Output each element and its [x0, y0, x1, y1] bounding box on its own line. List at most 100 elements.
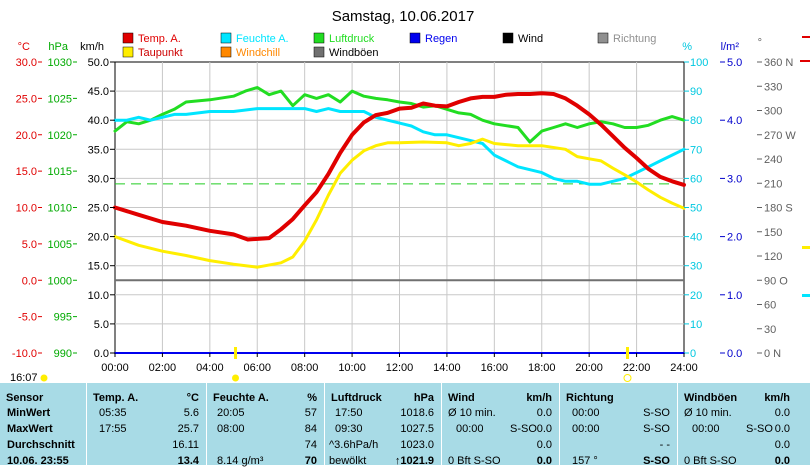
footer-value: S-SO [643, 423, 670, 435]
rain-unit-label: l/m² [721, 41, 740, 53]
rain-tick-label: 4.0 [727, 115, 742, 127]
footer-forecast: bewölkt [329, 455, 367, 467]
chart-grid [115, 62, 684, 353]
pct-tick-label: 10 [690, 319, 702, 331]
footer-bft: 0 Bft S-SO [684, 455, 737, 467]
temp-tick-label: 25.0 [16, 93, 37, 105]
hpa-tick-label: 1000 [48, 275, 72, 287]
x-tick-label: 00:00 [101, 362, 129, 374]
kmh-tick-label: 35.0 [88, 144, 109, 156]
series-line-temp-a- [113, 91, 686, 242]
hpa-tick-label: 995 [54, 312, 72, 324]
x-tick-label: 04:00 [196, 362, 224, 374]
footer-col-feuchte: Feuchte A. % 20:05 57 08:00 84 74 8.14 g… [207, 383, 325, 467]
footer-time: 09:30 [335, 423, 363, 435]
footer-value-current: S-SO [643, 455, 670, 467]
footer-avg-label: Ø 10 min. [684, 407, 732, 419]
legend-label: Temp. A. [138, 33, 181, 45]
footer-avg-label: Ø 10 min. [448, 407, 496, 419]
chart-axes: 30.0 25.0 20.0 15.0 10.0 5.0 0.0 -5.0 -10.0 10 30 1… [12, 36, 810, 374]
rain-tick-label: 1.0 [727, 290, 742, 302]
dir-tick-label: 150 [764, 227, 782, 239]
dir-tick-label: 30 [764, 324, 776, 336]
legend-label: Luftdruck [329, 33, 375, 45]
weather-chart: 30.0 25.0 20.0 15.0 10.0 5.0 0.0 -5.0 -10.0 10 30 1… [10, 8, 810, 383]
dir-tick-label: 120 [764, 251, 782, 263]
x-tick-label: 12:00 [386, 362, 414, 374]
footer-value: 0.0 [774, 407, 790, 419]
footer-value: 5.6 [183, 407, 199, 419]
temp-tick-label: -5.0 [18, 312, 37, 324]
rain-tick-label: 2.0 [727, 232, 742, 244]
pct-tick-label: 30 [690, 261, 702, 273]
chart-title: Samstag, 10.06.2017 [332, 8, 475, 25]
footer-row-label: MinWert [7, 407, 51, 419]
reference-lines [115, 183, 684, 282]
legend-label: Windchill [236, 47, 280, 59]
kmh-tick-label: 45.0 [88, 86, 109, 98]
footer-head-temp: Temp. A. [93, 392, 139, 404]
footer-value: S-SO [643, 407, 670, 419]
footer-value-current: 0.0 [774, 455, 790, 467]
temp-tick-label: 30.0 [16, 57, 37, 69]
footer-value: 84 [304, 423, 317, 435]
hpa-tick-label: 1025 [48, 93, 72, 105]
footer-head-sensor: Sensor [6, 392, 44, 404]
temp-tick-label: 0.0 [22, 275, 37, 287]
dir-tick-label: 240 [764, 154, 782, 166]
footer-col-temp: Temp. A. °C 05:35 5.6 17:55 25.7 16.11 1… [87, 383, 207, 467]
temp-tick-label: -10.0 [12, 348, 37, 360]
legend-swatch [502, 32, 514, 44]
rain-tick-label: 5.0 [727, 57, 742, 69]
rain-tick-label: 3.0 [727, 173, 742, 185]
legend-swatch [220, 46, 232, 58]
footer-time: 00:00 [456, 423, 484, 435]
sunrise-dot [232, 374, 240, 382]
footer-time: 00:00 [692, 423, 720, 435]
sunset-dot [623, 374, 632, 382]
kmh-tick-label: 10.0 [88, 290, 109, 302]
temp-tick-label: 15.0 [16, 166, 37, 178]
footer-direction: S-SO [510, 423, 537, 435]
hpa-tick-label: 1005 [48, 239, 72, 251]
legend-label: Feuchte A. [236, 33, 289, 45]
footer-value: 1027.5 [400, 423, 434, 435]
right-swatch-taupunkt [802, 246, 810, 249]
temp-tick-label: 5.0 [22, 239, 37, 251]
footer-value: 16.11 [172, 439, 199, 451]
footer-abs-humidity: 8.14 g/m³ [217, 455, 264, 467]
footer-time: 00:00 [572, 423, 600, 435]
footer-row-label: 10.06. 23:55 [7, 455, 69, 467]
hpa-tick-label: 1020 [48, 130, 72, 142]
legend-label: Richtung [613, 33, 656, 45]
footer-bft: 0 Bft S-SO [448, 455, 501, 467]
footer-value: 0.0 [774, 439, 790, 451]
dir-tick-label: 270 W [764, 130, 796, 142]
x-tick-label: 14:00 [433, 362, 461, 374]
x-tick-label: 22:00 [623, 362, 651, 374]
x-tick-label: 08:00 [291, 362, 319, 374]
footer-unit-wind: km/h [526, 392, 552, 404]
legend-swatch [409, 32, 421, 44]
series-line-feuchte-a- [113, 107, 686, 186]
current-time-label: 16:07 [10, 372, 38, 383]
footer-head-richtung: Richtung [566, 392, 614, 404]
footer-col-richtung: Richtung 00:00 S-SO 00:00 S-SO - - 157 °… [560, 383, 678, 467]
rain-tick-label: 0.0 [727, 348, 742, 360]
kmh-tick-label: 20.0 [88, 232, 109, 244]
kmh-tick-label: 5.0 [94, 319, 109, 331]
footer-head-luftdruck: Luftdruck [331, 392, 382, 404]
legend-swatch [122, 32, 134, 44]
footer-value-current: 0.0 [536, 455, 552, 467]
dir-tick-label: 60 [764, 300, 776, 312]
footer-row-label: Durchschnitt [7, 439, 75, 451]
footer-unit-feuchte: % [307, 392, 317, 404]
footer-col-luftdruck: Luftdruck hPa 17:50 1018.6 09:30 1027.5 … [325, 383, 442, 467]
x-tick-label: 18:00 [528, 362, 556, 374]
footer-value: 0.0 [536, 439, 552, 451]
kmh-tick-label: 25.0 [88, 203, 109, 215]
kmh-tick-label: 30.0 [88, 173, 109, 185]
pct-tick-label: 0 [690, 348, 696, 360]
footer-head-wind: Wind [448, 392, 475, 404]
right-swatch-temp [802, 36, 810, 38]
